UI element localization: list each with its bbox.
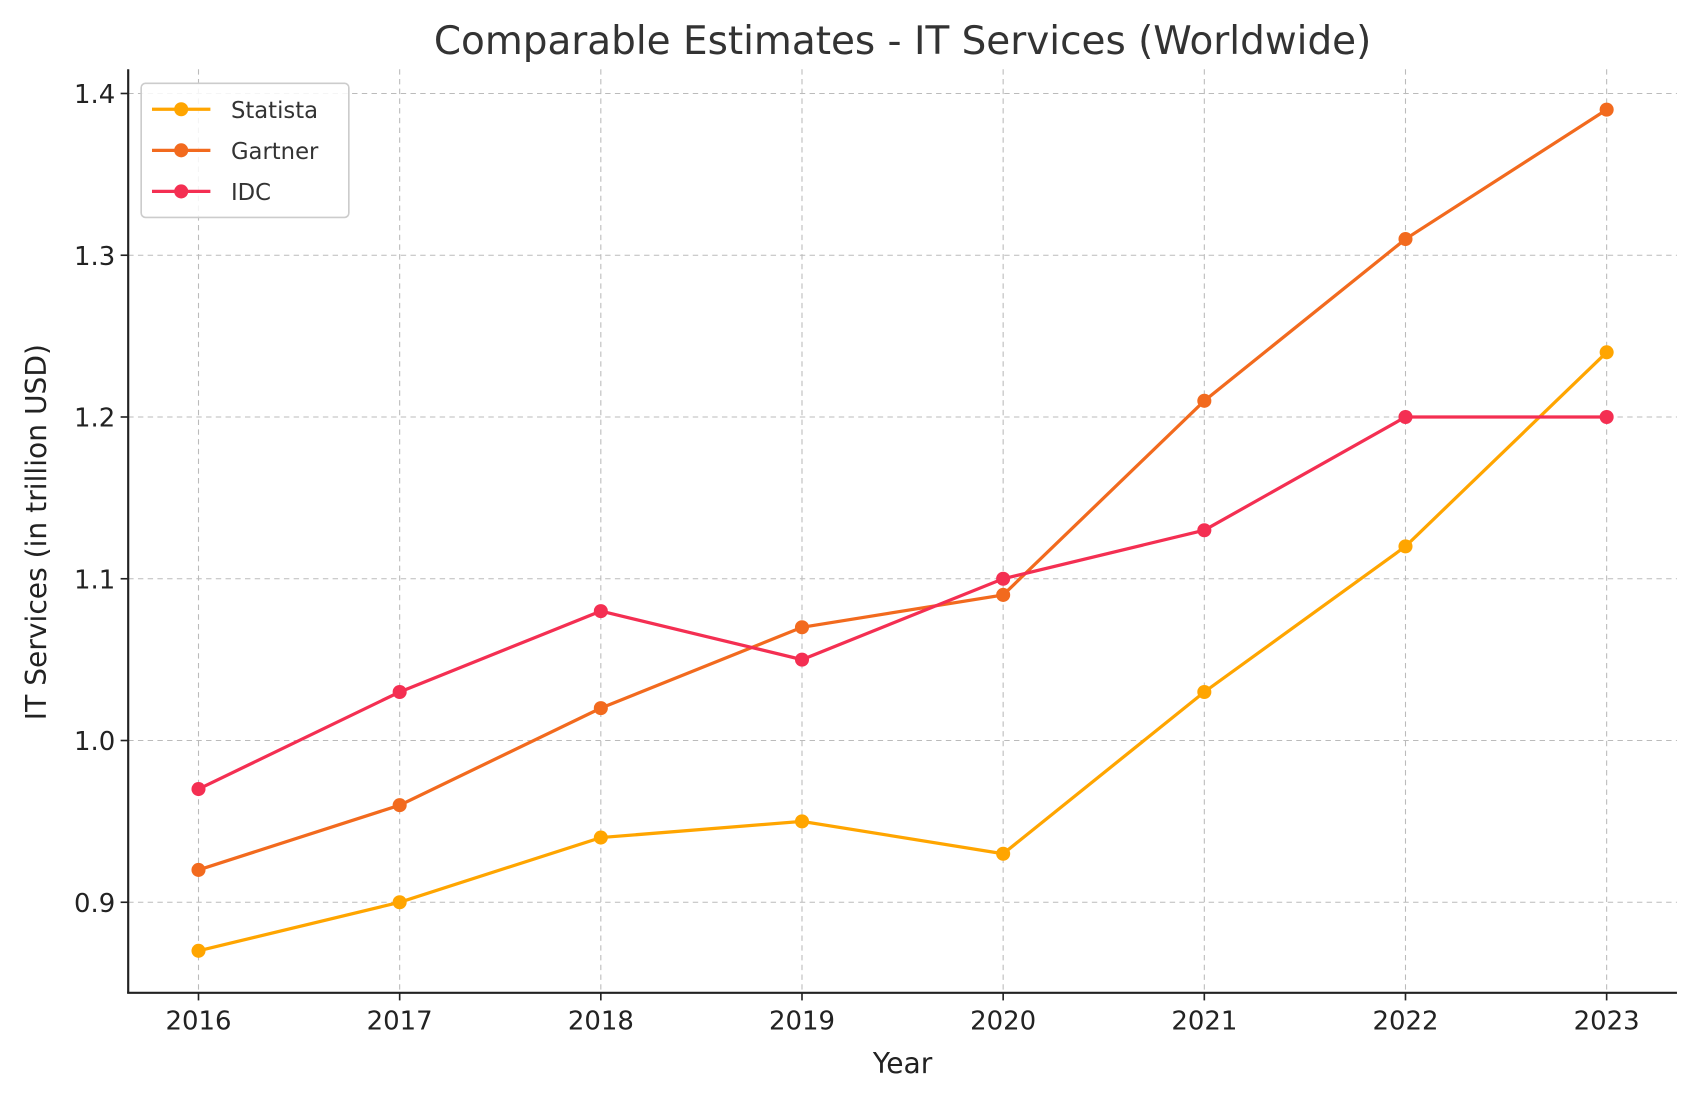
series-line bbox=[198, 351, 1608, 953]
y-tick-label: 0.9 bbox=[74, 889, 115, 919]
y-axis-label: IT Services (in trillion USD) bbox=[20, 344, 53, 720]
series-line bbox=[197, 415, 1607, 791]
data-point bbox=[794, 620, 810, 635]
legend: Statista Gartner IDC bbox=[140, 82, 350, 219]
data-point bbox=[996, 587, 1011, 602]
y-tick-label: 1.0 bbox=[74, 727, 115, 757]
data-point bbox=[191, 862, 206, 877]
data-point bbox=[996, 571, 1011, 586]
y-tick-label: 1.1 bbox=[74, 565, 115, 595]
series-gartner bbox=[191, 102, 1614, 877]
data-point bbox=[1398, 409, 1413, 425]
grid bbox=[128, 69, 1677, 993]
x-tick-label: 2021 bbox=[1171, 1007, 1237, 1037]
x-axis-label: Year bbox=[872, 1047, 933, 1080]
legend-marker bbox=[174, 102, 189, 117]
series-statista bbox=[191, 345, 1614, 958]
x-tick-label: 2016 bbox=[165, 1007, 231, 1037]
data-point bbox=[191, 782, 206, 797]
x-tick-label: 2023 bbox=[1574, 1007, 1640, 1037]
legend-label: Gartner bbox=[231, 139, 319, 165]
x-tick-labels: 2016 2017 2018 2019 2020 2021 2022 2023 bbox=[165, 992, 1640, 1037]
data-point bbox=[392, 895, 407, 910]
series-idc bbox=[191, 409, 1614, 797]
x-tick-label: 2018 bbox=[568, 1007, 634, 1037]
x-tick-label: 2020 bbox=[970, 1007, 1036, 1037]
series-line bbox=[198, 108, 1608, 872]
x-tick-label: 2019 bbox=[769, 1007, 835, 1037]
data-point bbox=[794, 652, 810, 667]
data-point bbox=[593, 830, 608, 845]
data-point bbox=[996, 846, 1011, 861]
y-tick-labels: 0.9 1.0 1.1 1.2 1.3 1.4 bbox=[74, 80, 129, 919]
data-point bbox=[1599, 409, 1614, 425]
legend-marker bbox=[174, 143, 189, 158]
data-point bbox=[1398, 232, 1413, 247]
data-point bbox=[1197, 684, 1212, 700]
data-point bbox=[392, 798, 407, 813]
legend-marker bbox=[174, 184, 189, 199]
legend-label: IDC bbox=[231, 180, 271, 206]
data-point bbox=[1398, 539, 1413, 554]
y-tick-label: 1.3 bbox=[74, 242, 115, 272]
data-point bbox=[1599, 345, 1614, 360]
data-point bbox=[593, 701, 608, 716]
x-tick-label: 2022 bbox=[1372, 1007, 1438, 1037]
y-tick-label: 1.2 bbox=[74, 404, 115, 434]
x-tick-label: 2017 bbox=[367, 1007, 433, 1037]
data-point bbox=[1599, 102, 1614, 117]
chart-title: Comparable Estimates - IT Services (Worl… bbox=[434, 19, 1371, 64]
data-point bbox=[1197, 523, 1212, 538]
data-point bbox=[593, 604, 608, 619]
data-point bbox=[794, 814, 810, 829]
data-point bbox=[1197, 393, 1212, 408]
data-point bbox=[392, 684, 407, 700]
legend-label: Statista bbox=[231, 98, 318, 124]
legend-box bbox=[140, 82, 350, 219]
y-tick-label: 1.4 bbox=[74, 80, 115, 110]
data-point bbox=[191, 943, 206, 958]
series-group bbox=[191, 102, 1614, 958]
